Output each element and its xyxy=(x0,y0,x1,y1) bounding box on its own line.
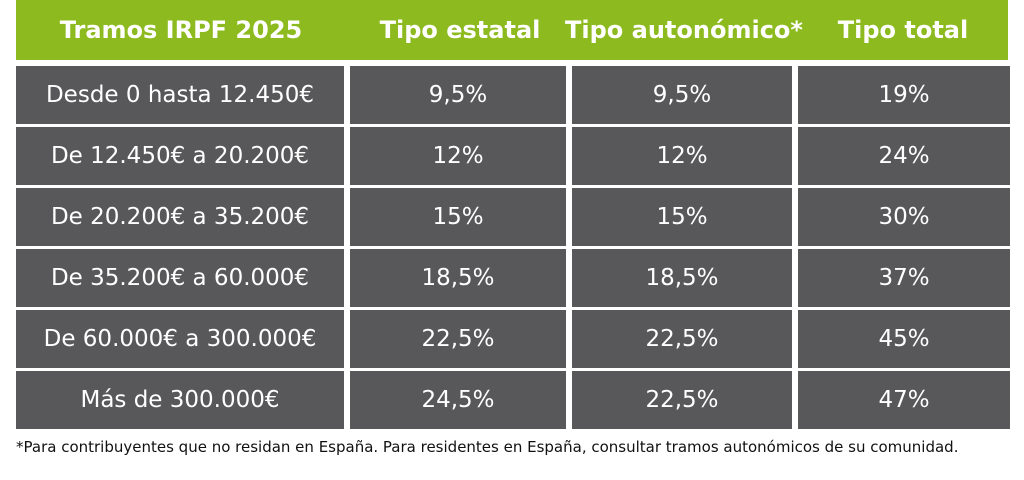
table-row-label: De 20.200€ a 35.200€ xyxy=(16,188,344,246)
table-cell: 9,5% xyxy=(350,66,566,124)
table-cell: 45% xyxy=(798,310,1010,368)
header-cell-3: Tipo total xyxy=(837,16,969,44)
header-cell-1: Tipo estatal xyxy=(379,16,541,44)
table-header xyxy=(16,0,1008,60)
table-cell: 15% xyxy=(572,188,792,246)
table-row-label: De 35.200€ a 60.000€ xyxy=(16,249,344,307)
table-cell: 19% xyxy=(798,66,1010,124)
table-cell: 37% xyxy=(798,249,1010,307)
table-cell: 12% xyxy=(350,127,566,185)
table-cell: 22,5% xyxy=(350,310,566,368)
table-row-label: Desde 0 hasta 12.450€ xyxy=(16,66,344,124)
table-row-label: De 12.450€ a 20.200€ xyxy=(16,127,344,185)
table-row-label: Más de 300.000€ xyxy=(16,371,344,429)
table-cell: 15% xyxy=(350,188,566,246)
table-row-label: De 60.000€ a 300.000€ xyxy=(16,310,344,368)
footnote: *Para contribuyentes que no residan en E… xyxy=(16,438,959,456)
table-cell: 12% xyxy=(572,127,792,185)
table-cell: 22,5% xyxy=(572,371,792,429)
header-cell-2: Tipo autonómico* xyxy=(565,16,803,44)
table-cell: 18,5% xyxy=(572,249,792,307)
table-cell: 9,5% xyxy=(572,66,792,124)
table-cell: 18,5% xyxy=(350,249,566,307)
table-cell: 30% xyxy=(798,188,1010,246)
table-cell: 22,5% xyxy=(572,310,792,368)
table-cell: 24,5% xyxy=(350,371,566,429)
table-cell: 24% xyxy=(798,127,1010,185)
table-cell: 47% xyxy=(798,371,1010,429)
header-cell-0: Tramos IRPF 2025 xyxy=(59,16,303,44)
